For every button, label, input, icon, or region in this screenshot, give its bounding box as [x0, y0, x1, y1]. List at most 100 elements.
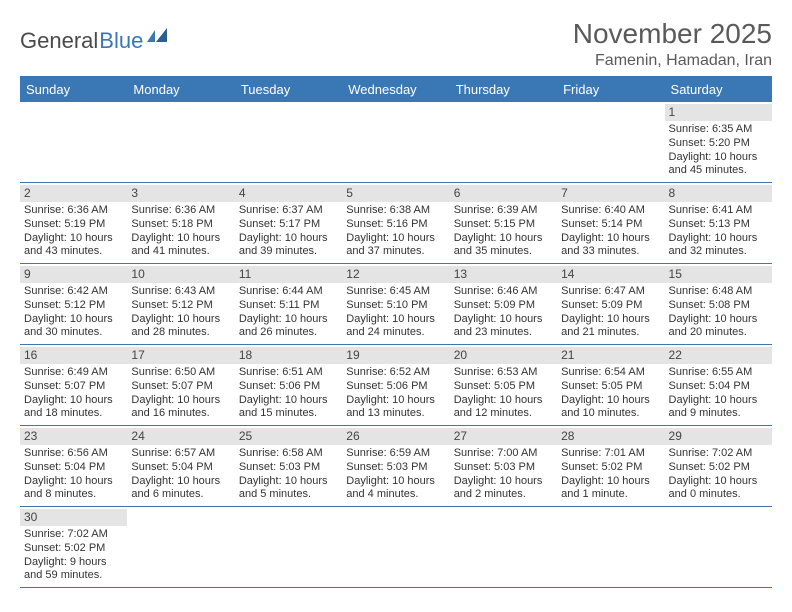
- day-number: 4: [235, 185, 342, 202]
- day-number: 17: [127, 347, 234, 364]
- daylight-line: Daylight: 10 hours and 12 minutes.: [454, 394, 553, 422]
- sunset-line: Sunset: 5:20 PM: [669, 137, 768, 151]
- day-cell: [127, 507, 234, 587]
- daylight-line: Daylight: 10 hours and 9 minutes.: [669, 394, 768, 422]
- sunrise-line: Sunrise: 6:49 AM: [24, 366, 123, 380]
- daylight-line: Daylight: 10 hours and 5 minutes.: [239, 475, 338, 503]
- sunset-line: Sunset: 5:08 PM: [669, 299, 768, 313]
- sunrise-line: Sunrise: 7:00 AM: [454, 447, 553, 461]
- day-number: 15: [665, 266, 772, 283]
- day-number: 19: [342, 347, 449, 364]
- daylight-line: Daylight: 10 hours and 37 minutes.: [346, 232, 445, 260]
- day-number: 23: [20, 428, 127, 445]
- day-number: 24: [127, 428, 234, 445]
- week-row: 2Sunrise: 6:36 AMSunset: 5:19 PMDaylight…: [20, 183, 772, 264]
- dow-cell: Saturday: [665, 78, 772, 102]
- sunset-line: Sunset: 5:06 PM: [346, 380, 445, 394]
- day-details: Sunrise: 6:35 AMSunset: 5:20 PMDaylight:…: [669, 123, 768, 178]
- sunrise-line: Sunrise: 6:46 AM: [454, 285, 553, 299]
- logo-word2: Blue: [99, 28, 143, 54]
- sunrise-line: Sunrise: 7:02 AM: [669, 447, 768, 461]
- day-details: Sunrise: 6:46 AMSunset: 5:09 PMDaylight:…: [454, 285, 553, 340]
- day-cell: 17Sunrise: 6:50 AMSunset: 5:07 PMDayligh…: [127, 345, 234, 425]
- day-details: Sunrise: 6:56 AMSunset: 5:04 PMDaylight:…: [24, 447, 123, 502]
- daylight-line: Daylight: 10 hours and 41 minutes.: [131, 232, 230, 260]
- sunrise-line: Sunrise: 6:37 AM: [239, 204, 338, 218]
- day-cell: 6Sunrise: 6:39 AMSunset: 5:15 PMDaylight…: [450, 183, 557, 263]
- daylight-line: Daylight: 10 hours and 23 minutes.: [454, 313, 553, 341]
- daylight-line: Daylight: 10 hours and 8 minutes.: [24, 475, 123, 503]
- daylight-line: Daylight: 10 hours and 20 minutes.: [669, 313, 768, 341]
- day-number: 7: [557, 185, 664, 202]
- sunset-line: Sunset: 5:18 PM: [131, 218, 230, 232]
- sunset-line: Sunset: 5:04 PM: [24, 461, 123, 475]
- daylight-line: Daylight: 10 hours and 2 minutes.: [454, 475, 553, 503]
- daylight-line: Daylight: 10 hours and 43 minutes.: [24, 232, 123, 260]
- daylight-line: Daylight: 10 hours and 6 minutes.: [131, 475, 230, 503]
- sunset-line: Sunset: 5:19 PM: [24, 218, 123, 232]
- day-number: 18: [235, 347, 342, 364]
- day-cell: 23 Sunrise: 6:56 AMSunset: 5:04 PMDayligh…: [20, 426, 127, 506]
- sunrise-line: Sunrise: 6:58 AM: [239, 447, 338, 461]
- day-cell: 30 Sunrise: 7:02 AMSunset: 5:02 PMDayligh…: [20, 507, 127, 587]
- sunset-line: Sunset: 5:07 PM: [131, 380, 230, 394]
- day-number: 30: [20, 509, 127, 526]
- sunset-line: Sunset: 5:04 PM: [669, 380, 768, 394]
- day-details: Sunrise: 6:55 AMSunset: 5:04 PMDaylight:…: [669, 366, 768, 421]
- day-number: 8: [665, 185, 772, 202]
- day-cell: [665, 507, 772, 587]
- day-details: Sunrise: 6:49 AMSunset: 5:07 PMDaylight:…: [24, 366, 123, 421]
- day-details: Sunrise: 6:47 AMSunset: 5:09 PMDaylight:…: [561, 285, 660, 340]
- day-details: Sunrise: 6:39 AMSunset: 5:15 PMDaylight:…: [454, 204, 553, 259]
- day-cell: 29Sunrise: 7:02 AMSunset: 5:02 PMDayligh…: [665, 426, 772, 506]
- sunset-line: Sunset: 5:02 PM: [561, 461, 660, 475]
- day-cell: [235, 507, 342, 587]
- day-cell: [342, 102, 449, 182]
- week-row: 23 Sunrise: 6:56 AMSunset: 5:04 PMDayligh…: [20, 426, 772, 507]
- daylight-line: Daylight: 10 hours and 33 minutes.: [561, 232, 660, 260]
- week-row: 30 Sunrise: 7:02 AMSunset: 5:02 PMDayligh…: [20, 507, 772, 588]
- day-cell: 9Sunrise: 6:42 AMSunset: 5:12 PMDaylight…: [20, 264, 127, 344]
- daylight-line: Daylight: 10 hours and 1 minute.: [561, 475, 660, 503]
- day-details: Sunrise: 7:02 AMSunset: 5:02 PMDaylight:…: [24, 528, 123, 583]
- day-details: Sunrise: 7:00 AMSunset: 5:03 PMDaylight:…: [454, 447, 553, 502]
- sunset-line: Sunset: 5:03 PM: [454, 461, 553, 475]
- daylight-line: Daylight: 10 hours and 35 minutes.: [454, 232, 553, 260]
- sunrise-line: Sunrise: 6:42 AM: [24, 285, 123, 299]
- dow-cell: Friday: [557, 78, 664, 102]
- day-cell: 7Sunrise: 6:40 AMSunset: 5:14 PMDaylight…: [557, 183, 664, 263]
- sunrise-line: Sunrise: 6:53 AM: [454, 366, 553, 380]
- sunset-line: Sunset: 5:03 PM: [239, 461, 338, 475]
- day-details: Sunrise: 6:54 AMSunset: 5:05 PMDaylight:…: [561, 366, 660, 421]
- sunset-line: Sunset: 5:04 PM: [131, 461, 230, 475]
- day-cell: [557, 507, 664, 587]
- sunrise-line: Sunrise: 6:44 AM: [239, 285, 338, 299]
- day-details: Sunrise: 6:59 AMSunset: 5:03 PMDaylight:…: [346, 447, 445, 502]
- day-number: 16: [20, 347, 127, 364]
- sunrise-line: Sunrise: 6:38 AM: [346, 204, 445, 218]
- day-number: 14: [557, 266, 664, 283]
- sunset-line: Sunset: 5:17 PM: [239, 218, 338, 232]
- day-cell: 11Sunrise: 6:44 AMSunset: 5:11 PMDayligh…: [235, 264, 342, 344]
- logo: GeneralBlue: [20, 18, 169, 54]
- day-number: 29: [665, 428, 772, 445]
- day-details: Sunrise: 6:58 AMSunset: 5:03 PMDaylight:…: [239, 447, 338, 502]
- day-cell: [450, 102, 557, 182]
- sunrise-line: Sunrise: 6:47 AM: [561, 285, 660, 299]
- day-details: Sunrise: 6:36 AMSunset: 5:18 PMDaylight:…: [131, 204, 230, 259]
- day-cell: 8 Sunrise: 6:41 AMSunset: 5:13 PMDaylight…: [665, 183, 772, 263]
- day-details: Sunrise: 6:37 AMSunset: 5:17 PMDaylight:…: [239, 204, 338, 259]
- sunset-line: Sunset: 5:05 PM: [454, 380, 553, 394]
- sunset-line: Sunset: 5:11 PM: [239, 299, 338, 313]
- daylight-line: Daylight: 10 hours and 10 minutes.: [561, 394, 660, 422]
- week-row: 1Sunrise: 6:35 AMSunset: 5:20 PMDaylight…: [20, 102, 772, 183]
- sunrise-line: Sunrise: 6:51 AM: [239, 366, 338, 380]
- dow-cell: Thursday: [450, 78, 557, 102]
- daylight-line: Daylight: 10 hours and 21 minutes.: [561, 313, 660, 341]
- daylight-line: Daylight: 10 hours and 18 minutes.: [24, 394, 123, 422]
- calendar: SundayMondayTuesdayWednesdayThursdayFrid…: [20, 76, 772, 588]
- week-row: 16Sunrise: 6:49 AMSunset: 5:07 PMDayligh…: [20, 345, 772, 426]
- day-cell: 10Sunrise: 6:43 AMSunset: 5:12 PMDayligh…: [127, 264, 234, 344]
- day-cell: [235, 102, 342, 182]
- day-details: Sunrise: 6:41 AMSunset: 5:13 PMDaylight:…: [669, 204, 768, 259]
